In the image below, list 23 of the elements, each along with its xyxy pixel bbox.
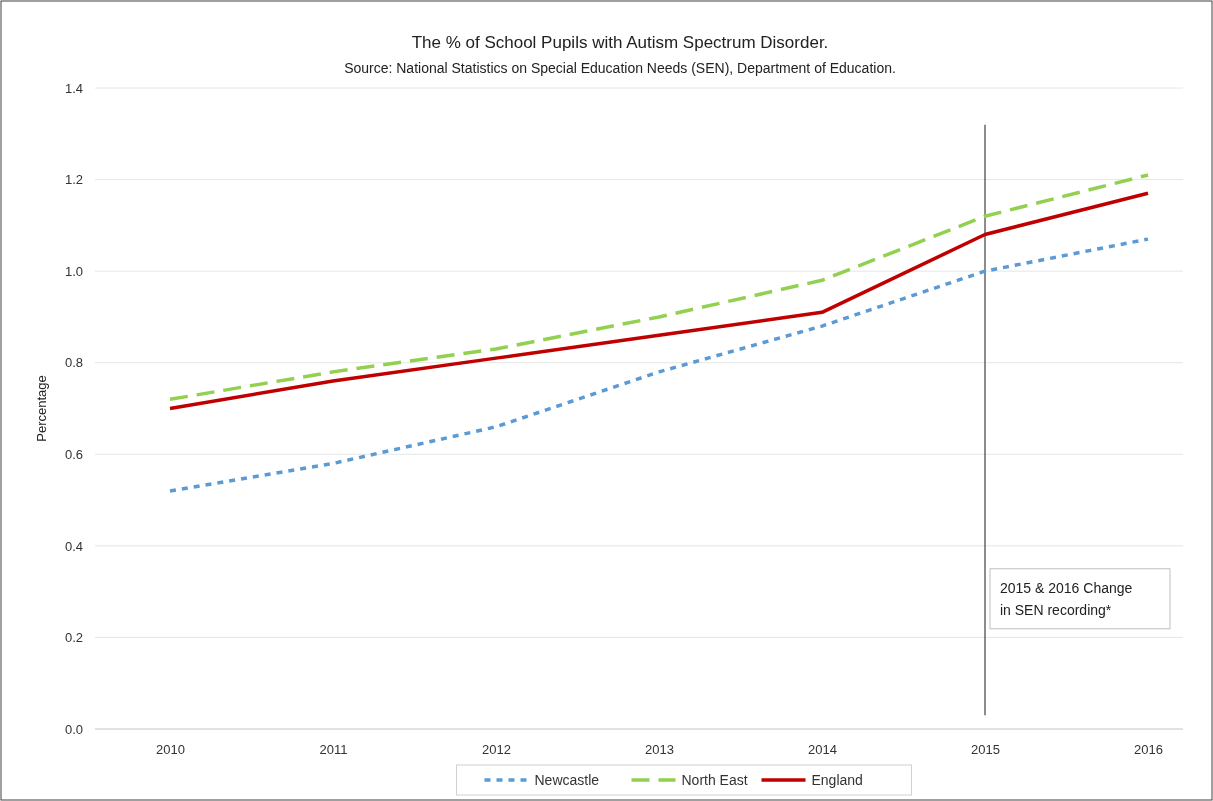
x-tick-label: 2015 [971,742,1000,758]
x-tick-label: 2011 [319,742,348,758]
y-tick-label: 0.0 [64,721,83,737]
y-axis-title: Percentage [34,375,49,442]
legend-label: North East [681,772,748,788]
y-tick-label: 0.6 [64,446,83,462]
y-tick-label: 1.4 [64,80,83,96]
chart-subtitle: Source: National Statistics on Special Education Needs (SEN), Department of Education. [344,60,896,76]
line-series [168,237,1150,493]
y-tick-label: 1.0 [64,263,83,279]
x-tick-label: 2016 [1134,742,1163,758]
x-tick-label: 2012 [482,742,511,758]
x-tick-label: 2014 [808,742,837,758]
x-tick-label: 2010 [156,742,185,758]
y-tick-label: 1.2 [64,172,83,188]
chart-title: The % of School Pupils with Autism Spectrum Disorder. [411,33,829,52]
y-tick-label: 0.4 [64,538,83,554]
ref-line-label: 2015 & 2016 Change in SEN recording* [1000,579,1133,618]
y-tick-label: 0.2 [64,630,83,646]
x-tick-label: 2013 [645,742,674,758]
legend-label: England [811,772,863,788]
y-tick-label: 0.8 [64,355,83,371]
legend-label: Newcastle [534,772,600,788]
